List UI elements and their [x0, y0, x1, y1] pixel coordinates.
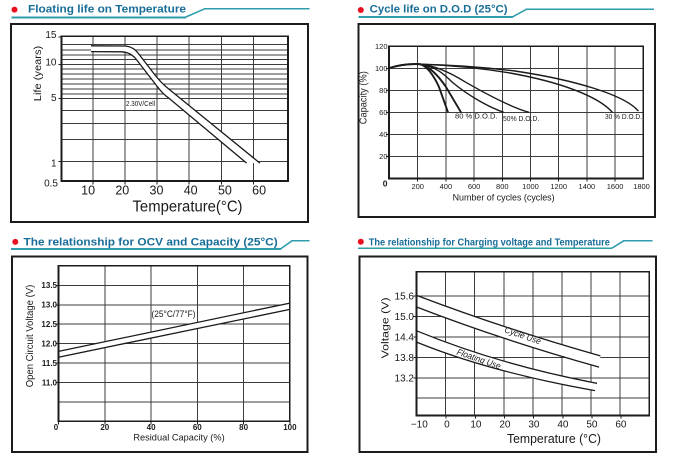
svg-text:15.6: 15.6 — [395, 292, 415, 303]
svg-text:The relationship for Charging: The relationship for Charging voltage an… — [369, 237, 610, 248]
svg-text:10: 10 — [470, 420, 482, 431]
svg-text:Voltage (V): Voltage (V) — [379, 297, 391, 358]
svg-text:60: 60 — [193, 423, 202, 432]
svg-text:120: 120 — [375, 42, 388, 51]
svg-text:60: 60 — [379, 108, 387, 117]
svg-text:13.5: 13.5 — [41, 281, 57, 290]
svg-text:Open Circuit Voltage (V): Open Circuit Voltage (V) — [25, 285, 36, 388]
svg-text:100: 100 — [283, 423, 297, 432]
svg-text:Residual Capacity (%): Residual Capacity (%) — [133, 433, 224, 444]
svg-text:50% D.O.D.: 50% D.O.D. — [503, 116, 539, 123]
svg-text:30 % D.O.D.: 30 % D.O.D. — [605, 114, 642, 121]
svg-text:15.0: 15.0 — [395, 312, 415, 323]
svg-text:60: 60 — [252, 184, 266, 198]
svg-text:200: 200 — [411, 182, 424, 191]
svg-text:12.0: 12.0 — [41, 340, 57, 349]
svg-text:Temperature (°C): Temperature (°C) — [507, 432, 601, 446]
svg-text:0.5: 0.5 — [44, 178, 58, 189]
svg-text:1000: 1000 — [522, 182, 539, 191]
svg-text:100: 100 — [375, 64, 388, 73]
svg-text:80 % D.O.D.: 80 % D.O.D. — [455, 114, 498, 121]
svg-text:Cycle life on D.O.D (25°C): Cycle life on D.O.D (25°C) — [370, 3, 508, 15]
svg-text:11.5: 11.5 — [42, 359, 58, 368]
svg-text:30: 30 — [528, 420, 540, 431]
svg-text:1: 1 — [51, 159, 57, 170]
svg-text:10: 10 — [81, 184, 95, 198]
svg-text:13.8: 13.8 — [395, 353, 415, 364]
svg-text:10: 10 — [45, 58, 57, 69]
svg-text:60: 60 — [615, 420, 627, 431]
svg-text:20: 20 — [379, 152, 387, 161]
svg-text:600: 600 — [468, 182, 481, 191]
svg-text:20: 20 — [115, 184, 129, 198]
svg-text:11.0: 11.0 — [42, 379, 58, 388]
svg-text:Number of cycles (cycles): Number of cycles (cycles) — [453, 193, 555, 204]
svg-text:1600: 1600 — [607, 182, 624, 191]
svg-text:Floating life on Temperature: Floating life on Temperature — [28, 3, 186, 15]
svg-text:800: 800 — [496, 182, 509, 191]
svg-text:13.0: 13.0 — [41, 301, 57, 310]
svg-text:0: 0 — [54, 423, 59, 432]
svg-text:0: 0 — [444, 420, 450, 431]
svg-text:−10: −10 — [411, 420, 428, 431]
svg-text:Life (years): Life (years) — [32, 46, 44, 101]
svg-text:50: 50 — [586, 420, 598, 431]
svg-text:40: 40 — [184, 184, 198, 198]
svg-text:40: 40 — [379, 130, 387, 139]
svg-text:80: 80 — [379, 86, 387, 95]
svg-text:1800: 1800 — [633, 182, 650, 191]
svg-text:1400: 1400 — [579, 182, 596, 191]
svg-text:20: 20 — [100, 423, 109, 432]
svg-text:80: 80 — [239, 423, 248, 432]
svg-text:30: 30 — [150, 184, 164, 198]
svg-text:The relationship for OCV and: The relationship for OCV and Capacity (2… — [24, 236, 278, 248]
svg-text:400: 400 — [440, 182, 453, 191]
svg-text:Temperature(°C): Temperature(°C) — [133, 199, 243, 216]
svg-text:50: 50 — [218, 184, 232, 198]
svg-text:20: 20 — [499, 420, 511, 431]
svg-text:40: 40 — [147, 423, 156, 432]
svg-text:15: 15 — [45, 30, 57, 41]
svg-text:13.2: 13.2 — [395, 373, 415, 384]
svg-text:Capacity (%): Capacity (%) — [358, 71, 369, 124]
svg-text:0: 0 — [383, 178, 388, 188]
svg-text:14.4: 14.4 — [395, 332, 415, 343]
svg-text:5: 5 — [51, 93, 57, 104]
svg-text:2.30V/Cell: 2.30V/Cell — [126, 101, 155, 108]
svg-text:12.5: 12.5 — [41, 320, 57, 329]
svg-text:40: 40 — [557, 420, 569, 431]
svg-text:(25°C/77°F): (25°C/77°F) — [152, 309, 196, 319]
svg-text:1200: 1200 — [550, 182, 567, 191]
